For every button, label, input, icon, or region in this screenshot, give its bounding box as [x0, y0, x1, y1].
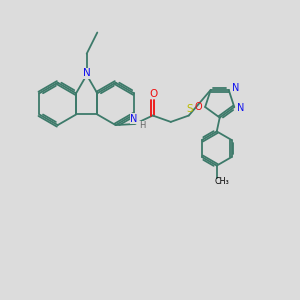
- Text: CH₃: CH₃: [215, 177, 230, 186]
- Text: N: N: [83, 68, 91, 78]
- Text: N: N: [237, 103, 244, 113]
- Text: O: O: [195, 102, 202, 112]
- Text: O: O: [149, 89, 158, 99]
- Text: N: N: [130, 114, 138, 124]
- Text: S: S: [186, 104, 193, 114]
- Text: N: N: [232, 83, 239, 93]
- Text: H: H: [139, 121, 145, 130]
